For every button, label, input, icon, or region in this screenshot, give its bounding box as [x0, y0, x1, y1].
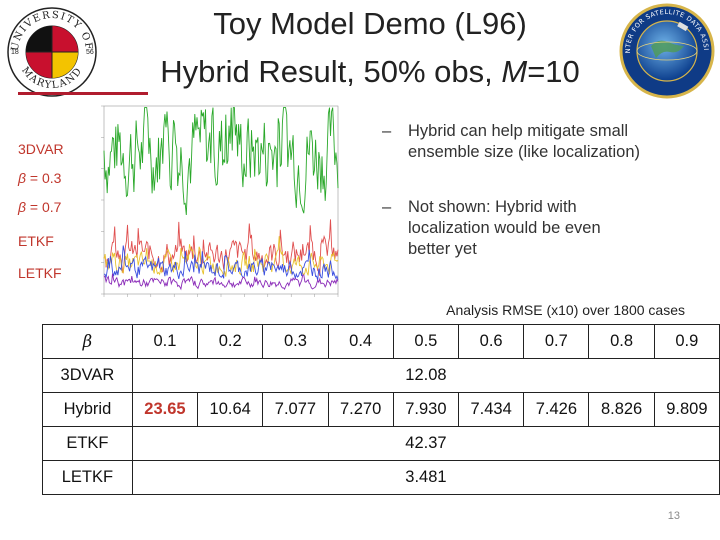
bullet-1-text: Hybrid can help mitigate small ensemble … — [408, 122, 641, 161]
hybrid-value-8: 8.826 — [588, 392, 655, 427]
value-letkf: 3.481 — [131, 460, 720, 495]
hybrid-value-5: 7.930 — [392, 392, 460, 427]
legend-label-1: 3DVAR — [18, 141, 64, 157]
beta-header: β — [42, 324, 133, 359]
legend-beta-value: = 0.7 — [26, 199, 62, 215]
page-number: 13 — [667, 510, 680, 522]
col-header-3: 0.3 — [262, 324, 329, 359]
title-line-2-var: M — [501, 54, 528, 89]
series-line-4 — [103, 245, 339, 281]
legend-label-2: β = 0.3 — [18, 170, 61, 186]
bullet-1-dash: – — [382, 122, 392, 140]
table-row-etkf: ETKF 42.37 — [42, 426, 720, 461]
umd-seal-icon: UNIVERSITY OF MARYLAND 18 56 — [7, 7, 97, 97]
rmse-timeseries-chart — [88, 98, 344, 308]
rmse-table: β 0.1 0.2 0.3 0.4 0.5 0.6 0.7 0.8 0.9 3D… — [42, 324, 720, 495]
legend-beta-symbol: β — [18, 199, 26, 215]
col-header-2: 0.2 — [197, 324, 264, 359]
col-header-6: 0.6 — [457, 324, 525, 359]
bullet-2: – Not shown: Hybrid with localization wo… — [382, 197, 642, 260]
jcsda-seal-icon: JOINT CENTER FOR SATELLITE DATA ASSIMILA… — [618, 2, 715, 99]
title-line-2: Hybrid Result, 50% obs, M=10 — [100, 54, 640, 90]
title-line-1: Toy Model Demo (L96) — [213, 6, 527, 41]
table-header-row: β 0.1 0.2 0.3 0.4 0.5 0.6 0.7 0.8 0.9 — [42, 324, 720, 359]
bullet-2-dash: – — [382, 198, 392, 216]
legend-beta-value: = 0.3 — [26, 170, 62, 186]
umd-underline — [18, 92, 148, 95]
series-line-5 — [103, 273, 339, 291]
table-row-letkf: LETKF 3.481 — [42, 460, 720, 495]
value-etkf: 42.37 — [131, 426, 720, 461]
table-row-3dvar: 3DVAR 12.08 — [42, 358, 720, 393]
value-3dvar: 12.08 — [131, 358, 720, 393]
col-header-9: 0.9 — [653, 324, 720, 359]
col-header-8: 0.8 — [588, 324, 655, 359]
row-label-etkf: ETKF — [42, 426, 133, 461]
title-line-2-prefix: Hybrid Result, 50% obs, — [160, 54, 502, 89]
svg-text:18: 18 — [11, 49, 19, 56]
col-header-5: 0.5 — [392, 324, 460, 359]
svg-text:56: 56 — [86, 49, 94, 56]
hybrid-value-1: 23.65 — [131, 392, 199, 427]
row-label-hybrid: Hybrid — [42, 392, 133, 427]
table-row-hybrid: Hybrid 23.65 10.64 7.077 7.270 7.930 7.4… — [42, 392, 720, 427]
legend-label-3: β = 0.7 — [18, 199, 61, 215]
legend-beta-symbol: β — [18, 170, 26, 186]
hybrid-value-7: 7.426 — [523, 392, 590, 427]
hybrid-value-9: 9.809 — [653, 392, 720, 427]
hybrid-value-3: 7.077 — [262, 392, 329, 427]
title-line-2-suffix: =10 — [527, 54, 580, 89]
col-header-7: 0.7 — [523, 324, 590, 359]
legend-label-5: LETKF — [18, 265, 62, 281]
hybrid-value-6: 7.434 — [457, 392, 525, 427]
hybrid-value-4: 7.270 — [327, 392, 394, 427]
bullet-2-text: Not shown: Hybrid with localization woul… — [408, 198, 601, 258]
bullet-1: – Hybrid can help mitigate small ensembl… — [382, 121, 642, 163]
table-caption: Analysis RMSE (x10) over 1800 cases — [446, 302, 685, 318]
hybrid-value-2: 10.64 — [197, 392, 264, 427]
col-header-4: 0.4 — [327, 324, 394, 359]
row-label-letkf: LETKF — [42, 460, 133, 495]
legend-label-4: ETKF — [18, 233, 54, 249]
col-header-1: 0.1 — [131, 324, 199, 359]
series-line-1 — [103, 107, 339, 216]
row-label-3dvar: 3DVAR — [42, 358, 133, 393]
